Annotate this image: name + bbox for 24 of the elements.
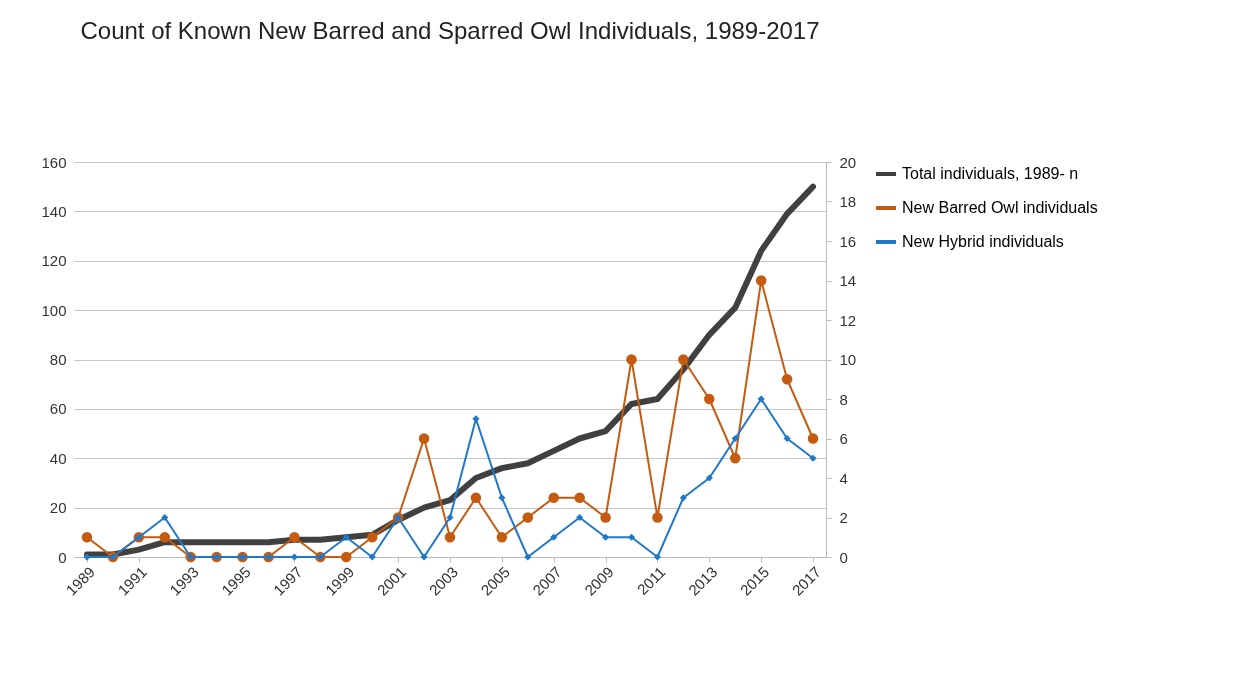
y2-tick-label: 2 <box>839 509 848 526</box>
y-tick-label: 140 <box>41 202 67 220</box>
y-tick-label: 100 <box>41 301 67 319</box>
y2-tick-label: 14 <box>839 272 857 289</box>
chart-title: Count of Known New Barred and Sparred Owl Individuals, 1989-2017 <box>80 17 820 44</box>
y2-tick-label: 12 <box>839 311 857 329</box>
y2-tick-label: 6 <box>839 430 848 447</box>
legend-label: New Hybrid individuals <box>902 233 1064 250</box>
y-tick-label: 0 <box>58 548 67 566</box>
y2-tick-label: 8 <box>839 390 848 408</box>
legend-label: Total individuals, 1989- n <box>902 165 1079 182</box>
y2-tick-label: 4 <box>839 469 848 487</box>
y-tick-label: 80 <box>49 351 67 368</box>
y2-tick-label: 20 <box>839 153 857 171</box>
y2-tick-label: 10 <box>839 351 857 368</box>
y-tick-label: 120 <box>41 252 67 270</box>
y-tick-label: 20 <box>49 499 67 517</box>
y2-tick-label: 0 <box>839 548 848 566</box>
y-tick-label: 40 <box>49 449 67 467</box>
legend-label: New Barred Owl individuals <box>902 199 1098 216</box>
y2-tick-label: 18 <box>839 193 857 210</box>
y-tick-label: 160 <box>41 153 67 171</box>
y-tick-label: 60 <box>49 400 67 418</box>
y2-tick-label: 16 <box>839 232 857 250</box>
